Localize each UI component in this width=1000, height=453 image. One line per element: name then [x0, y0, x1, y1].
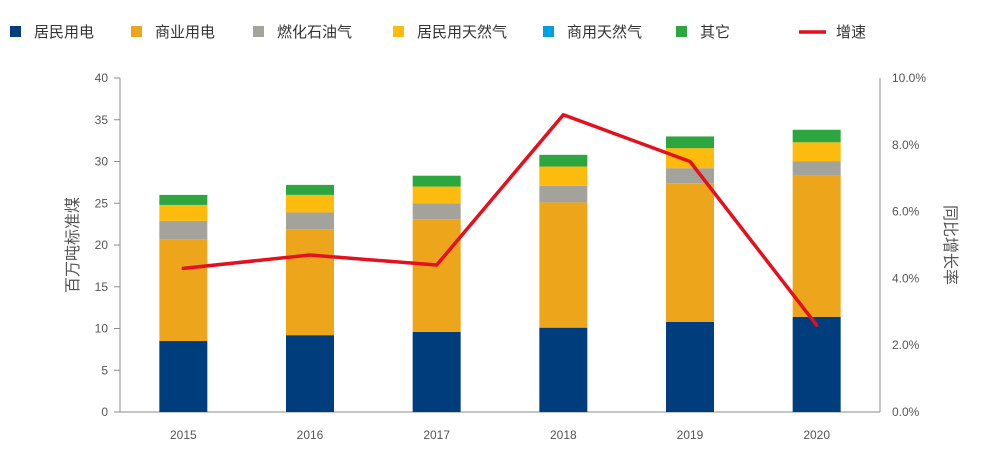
y-tick-label: 10 [95, 322, 109, 336]
legend-label: 商用天然气 [567, 23, 642, 41]
bar-segment [159, 194, 208, 205]
y2-tick-label: 4.0% [892, 271, 920, 285]
y2-ticks: 0.0% 2.0% 4.0% 6.0% 8.0% 10.0% [892, 71, 926, 419]
y-tick-label: 35 [95, 113, 109, 127]
bar-segment [666, 183, 714, 322]
x-tick-label: 2018 [550, 428, 577, 442]
bar-segment [159, 341, 208, 412]
bars [159, 129, 841, 412]
bar-segment [159, 220, 208, 240]
bar-segment [666, 136, 714, 149]
x-tick-label: 2019 [677, 428, 704, 442]
y2-tick-label: 2.0% [892, 338, 920, 352]
bar-segment [286, 335, 334, 412]
y-tick-label: 15 [95, 280, 109, 294]
legend-swatch [393, 26, 404, 37]
legend-label: 居民用电 [34, 23, 94, 41]
y-ticks: 0 5 10 15 20 25 30 35 40 [95, 71, 120, 419]
bar-segment [159, 204, 208, 221]
y2-axis-title: 同比增长率 [941, 205, 960, 285]
growth-line-group [181, 112, 819, 327]
x-tick-label: 2016 [297, 428, 324, 442]
legend-swatch [253, 26, 264, 37]
legend-swatch [676, 26, 687, 37]
bar-segment [286, 229, 334, 336]
y2-tick-label: 6.0% [892, 205, 920, 219]
bar-segment [412, 331, 461, 412]
growth-line [181, 112, 819, 327]
bar-segment [666, 321, 714, 412]
bar-segment [792, 142, 841, 162]
legend-label: 燃化石油气 [277, 23, 352, 41]
bar-segment [539, 202, 588, 328]
bar-segment [666, 148, 714, 169]
y-tick-label: 20 [95, 238, 109, 252]
y-tick-label: 40 [95, 71, 109, 85]
bar-segment [412, 175, 461, 187]
legend-swatch [10, 26, 21, 37]
x-tick-label: 2020 [803, 428, 830, 442]
bar-segment [792, 175, 841, 317]
bar-segment [539, 327, 588, 412]
legend-label: 其它 [700, 23, 730, 41]
legend: 居民用电 商业用电 燃化石油气 居民用天然气 商用天然气 其它 增速 [10, 23, 866, 41]
bar-segment [412, 203, 461, 220]
bar-segment [792, 161, 841, 176]
bar-segment [539, 154, 588, 167]
legend-swatch [543, 26, 554, 37]
bar-segment [539, 185, 588, 203]
legend-label: 居民用天然气 [417, 23, 507, 41]
legend-label: 商业用电 [155, 23, 215, 41]
y2-tick-label: 0.0% [892, 405, 920, 419]
y-tick-label: 0 [101, 405, 108, 419]
legend-swatch [131, 26, 142, 37]
bar-segment [792, 316, 841, 412]
x-ticks: 2015 2016 2017 2018 2019 2020 [170, 428, 830, 442]
bar-segment [539, 166, 588, 186]
bar-segment [412, 186, 461, 204]
x-tick-label: 2017 [423, 428, 450, 442]
bar-segment [286, 212, 334, 230]
x-tick-label: 2015 [170, 428, 197, 442]
bar-segment [412, 219, 461, 332]
y-tick-label: 25 [95, 196, 109, 210]
y2-tick-label: 8.0% [892, 138, 920, 152]
y-tick-label: 30 [95, 155, 109, 169]
bar-segment [286, 184, 334, 195]
bar-segment [792, 129, 841, 143]
axes [119, 78, 881, 413]
legend-label: 增速 [836, 23, 866, 41]
y2-tick-label: 10.0% [892, 71, 926, 85]
y-axis-title: 百万吨标准煤 [63, 197, 82, 293]
y-tick-label: 5 [101, 363, 108, 377]
bar-segment [286, 194, 334, 213]
bar-segment [159, 239, 208, 342]
